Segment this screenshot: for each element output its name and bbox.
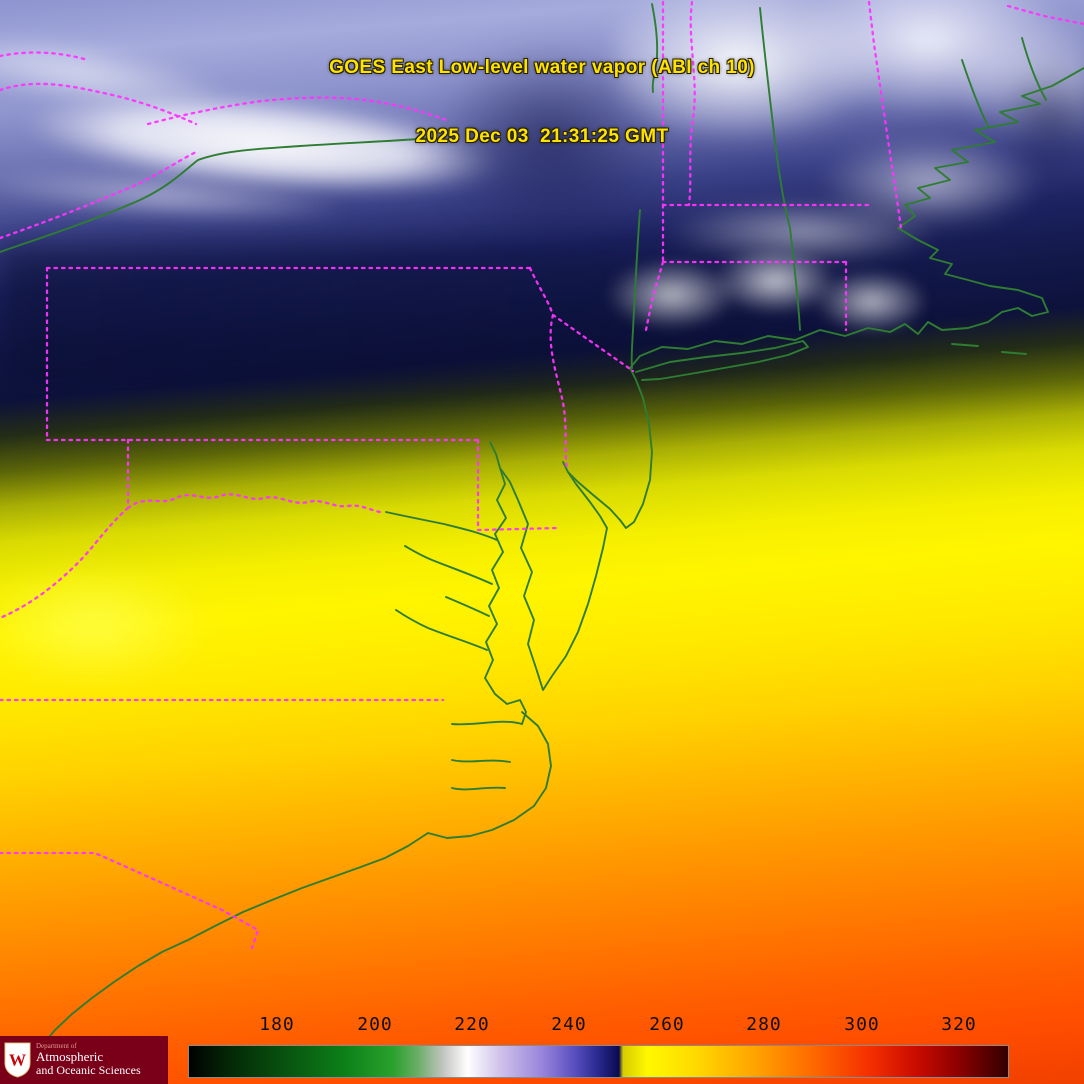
colorbar-gradient	[189, 1046, 1008, 1077]
coastline-mid-atlantic	[484, 367, 653, 725]
colorbar-tick-200: 200	[357, 1014, 393, 1035]
title-line-2: 2025 Dec 03 21:31:25 GMT	[415, 126, 669, 147]
crest-letter: W	[9, 1050, 26, 1069]
uw-crest-icon: W	[4, 1042, 31, 1078]
border-potomac-westvirginia	[0, 438, 382, 620]
colorbar-tick-260: 260	[649, 1014, 685, 1035]
uw-aos-logo: W Department of Atmospheric and Oceanic …	[0, 1036, 168, 1084]
colorbar-tick-220: 220	[454, 1014, 490, 1035]
title-line-1: GOES East Low-level water vapor (ABI ch …	[329, 57, 755, 78]
logo-atmospheric: Atmospheric	[36, 1049, 104, 1065]
colorbar-tick-180: 180	[259, 1014, 295, 1035]
logo-oceanic-sciences: and Oceanic Sciences	[36, 1063, 141, 1078]
border-new-jersey	[528, 266, 635, 472]
colorbar-tick-320: 320	[941, 1014, 977, 1035]
colorbar-tick-240: 240	[551, 1014, 587, 1035]
border-pennsylvania	[45, 266, 560, 532]
logo-text-block: Department of Atmospheric and Oceanic Sc…	[36, 1041, 141, 1078]
coastline-tidal-rivers	[385, 511, 498, 651]
logo-dept-of: Department of	[36, 1041, 77, 1050]
colorbar-tick-280: 280	[746, 1014, 782, 1035]
colorbar-tick-labels: 180 200 220 240 260 280 300 320	[0, 1014, 1084, 1038]
coastline-carolinas	[44, 711, 552, 1043]
image-title: GOES East Low-level water vapor (ABI ch …	[0, 10, 1084, 194]
colorbar-tick-300: 300	[844, 1014, 880, 1035]
border-virginia-carolinas	[0, 698, 445, 950]
